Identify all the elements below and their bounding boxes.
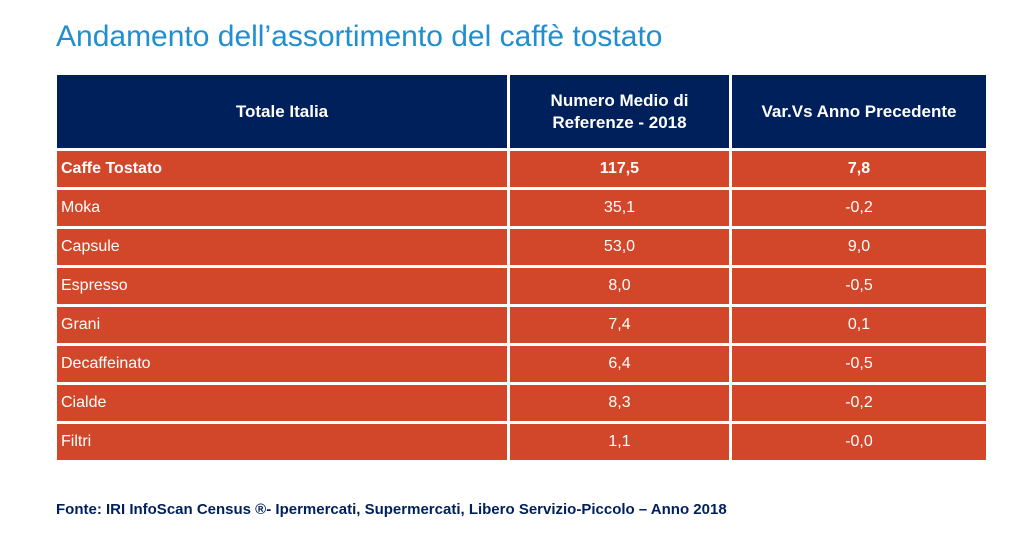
row-variation: -0,5 bbox=[732, 346, 986, 382]
page-title: Andamento dell’assortimento del caffè to… bbox=[56, 20, 663, 53]
source-note: Fonte: IRI InfoScan Census ®- Ipermercat… bbox=[56, 501, 727, 518]
row-label: Moka bbox=[57, 190, 507, 226]
table-row: Cialde 8,3 -0,2 bbox=[57, 385, 986, 421]
table-row: Espresso 8,0 -0,5 bbox=[57, 268, 986, 304]
row-variation: -0,0 bbox=[732, 424, 986, 460]
row-label: Espresso bbox=[57, 268, 507, 304]
row-value: 6,4 bbox=[510, 346, 729, 382]
table-row: Decaffeinato 6,4 -0,5 bbox=[57, 346, 986, 382]
row-label: Decaffeinato bbox=[57, 346, 507, 382]
row-label: Cialde bbox=[57, 385, 507, 421]
row-variation: -0,5 bbox=[732, 268, 986, 304]
row-value: 53,0 bbox=[510, 229, 729, 265]
row-variation: -0,2 bbox=[732, 385, 986, 421]
table-row: Filtri 1,1 -0,0 bbox=[57, 424, 986, 460]
row-label: Capsule bbox=[57, 229, 507, 265]
table-row: Grani 7,4 0,1 bbox=[57, 307, 986, 343]
row-variation: 0,1 bbox=[732, 307, 986, 343]
assortment-table: Totale Italia Numero Medio di Referenze … bbox=[54, 72, 989, 463]
table-row: Moka 35,1 -0,2 bbox=[57, 190, 986, 226]
row-value: 1,1 bbox=[510, 424, 729, 460]
row-value: 35,1 bbox=[510, 190, 729, 226]
header-numero-medio-referenze: Numero Medio di Referenze - 2018 bbox=[510, 75, 729, 148]
table-row: Caffe Tostato 117,5 7,8 bbox=[57, 151, 986, 187]
row-label: Caffe Tostato bbox=[57, 151, 507, 187]
row-value: 8,0 bbox=[510, 268, 729, 304]
table-header-row: Totale Italia Numero Medio di Referenze … bbox=[57, 75, 986, 148]
table-row: Capsule 53,0 9,0 bbox=[57, 229, 986, 265]
row-label: Filtri bbox=[57, 424, 507, 460]
row-value: 7,4 bbox=[510, 307, 729, 343]
row-variation: 9,0 bbox=[732, 229, 986, 265]
row-value: 117,5 bbox=[510, 151, 729, 187]
row-label: Grani bbox=[57, 307, 507, 343]
row-variation: 7,8 bbox=[732, 151, 986, 187]
row-variation: -0,2 bbox=[732, 190, 986, 226]
header-var-vs-anno-precedente: Var.Vs Anno Precedente bbox=[732, 75, 986, 148]
row-value: 8,3 bbox=[510, 385, 729, 421]
header-total-italia: Totale Italia bbox=[57, 75, 507, 148]
